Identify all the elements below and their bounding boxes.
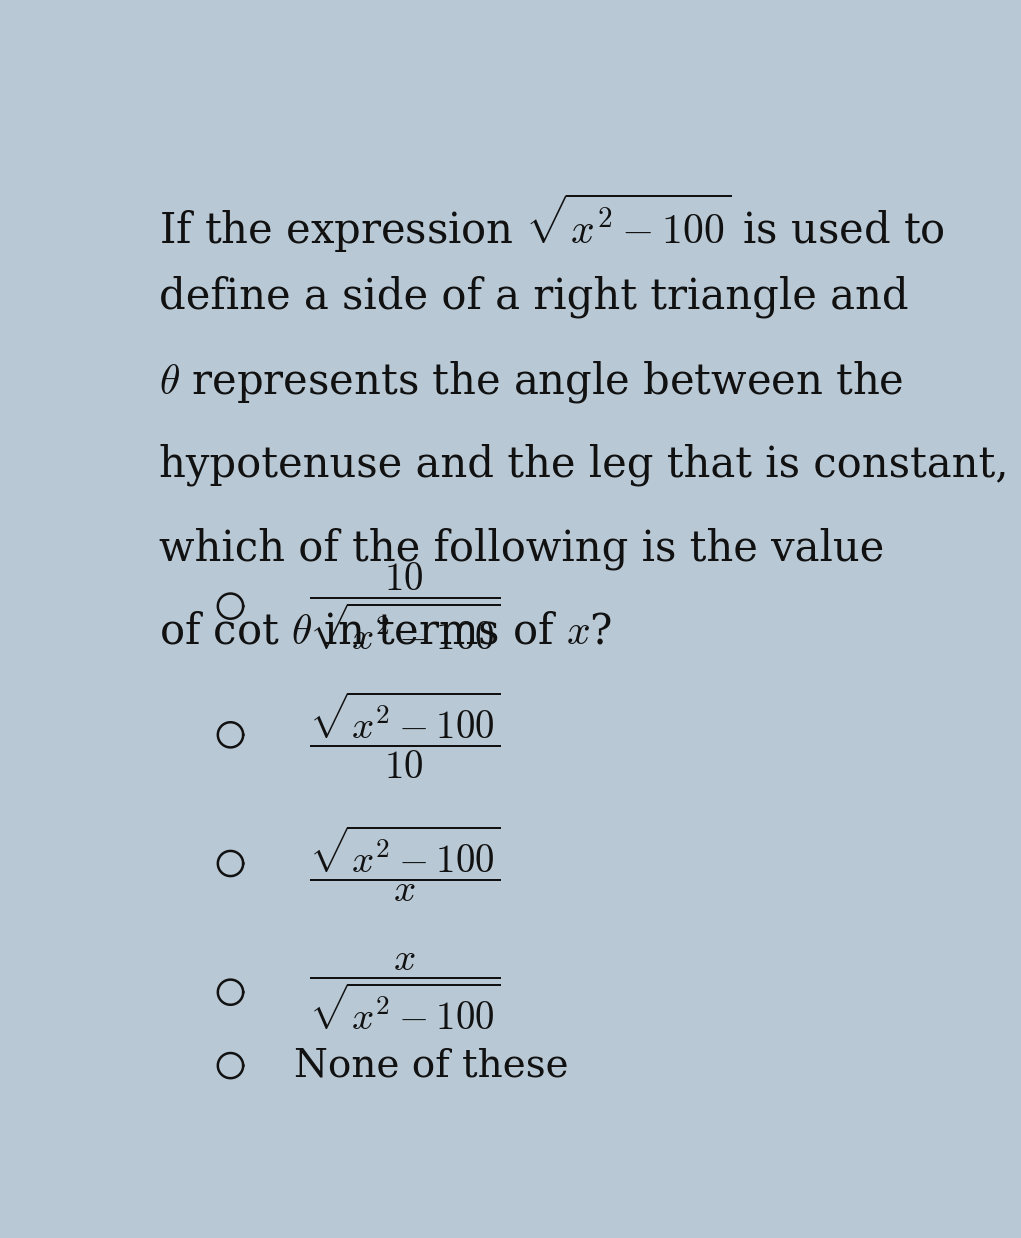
Text: If the expression $\sqrt{x^2 - 100}$ is used to: If the expression $\sqrt{x^2 - 100}$ is … [159,192,945,255]
Text: of cot $\theta$ in terms of $x$?: of cot $\theta$ in terms of $x$? [159,610,613,652]
Text: $\dfrac{10}{\sqrt{x^2 - 100}}$: $\dfrac{10}{\sqrt{x^2 - 100}}$ [308,561,500,652]
Text: define a side of a right triangle and: define a side of a right triangle and [159,275,909,318]
Text: $\dfrac{\sqrt{x^2 - 100}}{x}$: $\dfrac{\sqrt{x^2 - 100}}{x}$ [308,823,500,904]
Text: $\dfrac{x}{\sqrt{x^2 - 100}}$: $\dfrac{x}{\sqrt{x^2 - 100}}$ [308,952,500,1032]
Text: $\theta$ represents the angle between the: $\theta$ represents the angle between th… [159,359,904,405]
Text: hypotenuse and the leg that is constant,: hypotenuse and the leg that is constant, [159,443,1009,485]
Text: $\dfrac{\sqrt{x^2 - 100}}{10}$: $\dfrac{\sqrt{x^2 - 100}}{10}$ [308,690,500,780]
Text: None of these: None of these [294,1047,569,1084]
Text: which of the following is the value: which of the following is the value [159,527,884,569]
